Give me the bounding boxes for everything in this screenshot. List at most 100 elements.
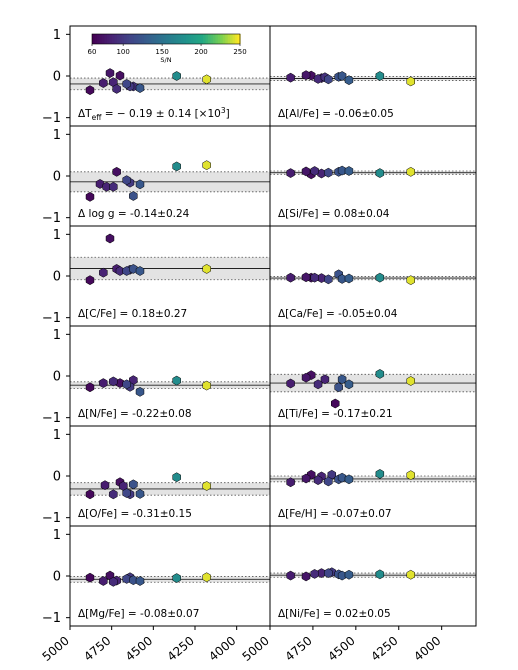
data-point <box>313 475 323 486</box>
data-point <box>122 574 131 584</box>
colorbar-segment <box>126 34 130 44</box>
colorbar-segment <box>131 34 135 44</box>
data-point <box>286 477 295 488</box>
colorbar-segment <box>151 34 155 44</box>
data-point <box>375 272 385 283</box>
data-point <box>135 179 145 190</box>
data-point <box>85 572 95 583</box>
data-point <box>375 168 385 178</box>
colorbar-segment <box>237 34 241 44</box>
data-point <box>122 379 131 390</box>
panel-frame <box>269 525 477 627</box>
data-point <box>105 233 115 244</box>
data-point <box>406 166 415 177</box>
data-point <box>129 479 138 490</box>
panel-label: Δ[Fe/H] = -0.07±0.07 <box>278 508 392 520</box>
data-point <box>129 191 138 201</box>
colorbar-segment <box>133 34 137 44</box>
y-tick-label: −1 <box>42 111 61 126</box>
data-point <box>172 375 181 386</box>
data-point <box>344 569 354 580</box>
y-tick-label: 1 <box>53 428 61 443</box>
colorbar-segment <box>188 34 192 44</box>
data-point <box>112 84 121 94</box>
colorbar-segment <box>215 34 219 44</box>
data-point <box>105 68 115 78</box>
data-point <box>109 489 118 500</box>
colorbar-segment <box>111 34 115 44</box>
colorbar-segment <box>141 34 145 44</box>
data-point <box>129 264 138 274</box>
data-point <box>202 74 211 85</box>
colorbar-tick-label: 150 <box>155 48 168 56</box>
colorbar-segment <box>148 34 152 44</box>
y-tick-label: 1 <box>53 228 61 243</box>
data-point <box>172 472 181 483</box>
colorbar-segment <box>225 34 229 44</box>
panel-label: Δ[Al/Fe] = -0.06±0.05 <box>278 108 394 120</box>
data-point <box>202 160 211 171</box>
y-tick-label: 0 <box>53 70 61 85</box>
data-point <box>202 380 211 391</box>
data-point <box>375 469 385 479</box>
data-point <box>135 489 145 499</box>
data-point <box>310 166 319 176</box>
data-point <box>135 576 145 586</box>
colorbar-segment <box>94 34 98 44</box>
data-point <box>406 376 415 386</box>
data-point <box>324 274 333 285</box>
data-point <box>406 470 415 481</box>
colorbar-segment <box>104 34 108 44</box>
colorbar-segment <box>227 34 231 44</box>
colorbar-segment <box>161 34 165 44</box>
colorbar-segment <box>175 34 179 44</box>
colorbar-segment <box>168 34 172 44</box>
colorbar-segment <box>143 34 147 44</box>
panel-label: Δ[Ti/Fe] = -0.17±0.21 <box>278 408 393 420</box>
colorbar-segment <box>190 34 194 44</box>
data-point <box>99 378 108 388</box>
y-tick-label: 0 <box>53 170 61 185</box>
colorbar-segment <box>106 34 110 44</box>
colorbar-segment <box>212 34 216 44</box>
colorbar-segment <box>203 34 207 44</box>
colorbar-segment <box>235 34 239 44</box>
x-tick-label: 4000 <box>206 634 238 664</box>
data-point <box>99 78 108 88</box>
data-point <box>406 76 415 87</box>
x-tick-label: 4500 <box>123 634 155 664</box>
data-point <box>344 474 354 485</box>
x-tick-label: 5000 <box>240 634 272 664</box>
y-tick-label: −1 <box>42 311 61 326</box>
colorbar-segment <box>185 34 189 44</box>
panel-label: Δ[Si/Fe] = 0.08±0.04 <box>278 208 390 220</box>
x-tick-label: 4500 <box>325 634 357 664</box>
y-tick-label: −1 <box>42 611 61 626</box>
y-tick-label: −1 <box>42 511 61 526</box>
data-point <box>334 382 343 393</box>
colorbar-segment <box>166 34 170 44</box>
data-point <box>344 166 354 176</box>
panel-label: Δ[O/Fe] = -0.31±0.15 <box>78 508 192 520</box>
colorbar-segment <box>109 34 113 44</box>
colorbar-segment <box>232 34 236 44</box>
colorbar-tick-label: 250 <box>233 48 246 56</box>
data-point <box>202 264 211 274</box>
y-tick-label: 1 <box>53 528 61 543</box>
colorbar-segment <box>156 34 160 44</box>
data-point <box>85 85 95 96</box>
data-point <box>301 571 311 582</box>
colorbar-segment <box>217 34 221 44</box>
data-point <box>95 179 105 189</box>
data-point <box>406 569 415 580</box>
colorbar-segment <box>205 34 209 44</box>
data-point <box>135 386 145 397</box>
colorbar-segment <box>101 34 105 44</box>
data-point <box>313 379 323 390</box>
data-point <box>135 266 145 276</box>
data-point <box>310 272 319 283</box>
data-point <box>286 72 295 83</box>
colorbar-segment <box>180 34 184 44</box>
y-tick-label: −1 <box>42 211 61 226</box>
x-tick-label: 4750 <box>282 634 314 664</box>
